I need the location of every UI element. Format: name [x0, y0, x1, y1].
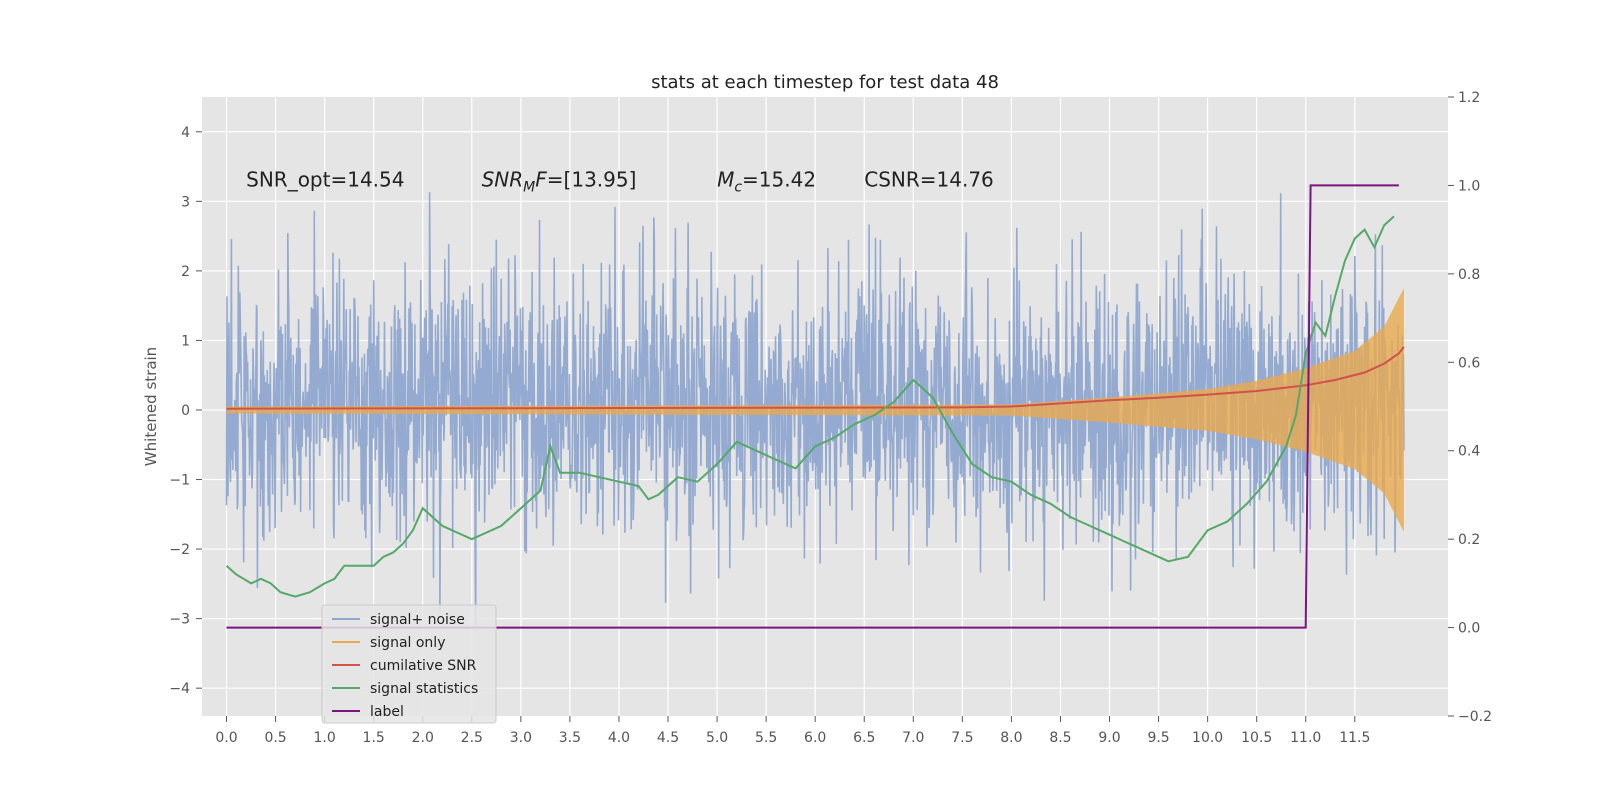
legend-label: label: [370, 704, 404, 720]
annotation: SNRMF=[13.95]: [482, 167, 637, 195]
y-tick-label: 3: [181, 194, 190, 210]
y-tick-label: 0: [181, 403, 190, 419]
x-tick-label: 6.0: [804, 730, 826, 746]
series-signal-only: [226, 288, 1404, 532]
x-tick-label: 0.0: [215, 730, 237, 746]
x-tick-label: 8.5: [1049, 730, 1071, 746]
x-tick-label: 3.5: [559, 730, 581, 746]
series-lines: [225, 184, 1405, 629]
annotation: Mc=15.42: [717, 167, 816, 195]
y-tick-label: 2: [181, 264, 190, 280]
chart-title: stats at each timestep for test data 48: [651, 72, 999, 93]
y-tick-label: 4: [181, 125, 190, 141]
annotations: SNR_opt=14.54 SNRMF=[13.95] Mc=15.42 CSNR=1…: [246, 167, 994, 195]
y2-tick-label: 1.0: [1458, 178, 1480, 194]
x-tick-label: 2.0: [412, 730, 434, 746]
x-tick-label: 10.0: [1192, 730, 1223, 746]
x-tick-label: 11.0: [1290, 730, 1321, 746]
x-tick-label: 4.0: [608, 730, 630, 746]
x-tick-label: 3.0: [510, 730, 532, 746]
x-tick-label: 5.5: [755, 730, 777, 746]
series-line-signal-statistics: [225, 215, 1395, 598]
y2-tick-label: 0.2: [1458, 532, 1480, 548]
x-tick-label: 4.5: [657, 730, 679, 746]
legend-label: signal+ noise: [370, 612, 465, 628]
legend-label: signal statistics: [370, 681, 478, 697]
x-tick-label: 7.5: [951, 730, 973, 746]
x-tick-label: 7.0: [902, 730, 924, 746]
x-tick-label: 1.5: [363, 730, 385, 746]
annotation: SNR_opt=14.54: [246, 167, 404, 191]
series-line-cumilative-snr: [226, 346, 1405, 410]
y-tick-label: −2: [169, 542, 190, 558]
axes: 0.0 0.5 1.0 1.5 2.0 2.5 3.0 3.5 4.0 4.5 5.0 5.5 6.0 6…: [169, 90, 1492, 746]
y-tick-label: −3: [169, 612, 190, 628]
x-tick-label: 8.0: [1000, 730, 1022, 746]
y-tick-label: −4: [169, 681, 190, 697]
y-tick-label: 1: [181, 333, 190, 349]
x-tick-label: 9.5: [1147, 730, 1169, 746]
x-tick-label: 0.5: [264, 730, 286, 746]
annotation: CSNR=14.76: [864, 167, 994, 191]
y2-tick-label: 0.4: [1458, 444, 1480, 460]
legend-label: cumilative SNR: [370, 658, 477, 674]
y-axis-label: Whitened strain: [142, 347, 160, 466]
y2-tick-label: 1.2: [1458, 90, 1480, 106]
x-tick-label: 9.0: [1098, 730, 1120, 746]
x-tick-label: 2.5: [461, 730, 483, 746]
y2-tick-label: 0.8: [1458, 267, 1480, 283]
x-tick-label: 1.0: [314, 730, 336, 746]
x-tick-label: 6.5: [853, 730, 875, 746]
series-area-signal-only: [226, 288, 1404, 532]
legend-box: [321, 604, 497, 724]
legend: signal+ noise signal only cumilative SNR si…: [321, 604, 497, 724]
y-tick-label: −1: [169, 473, 190, 489]
series-line-label: [226, 184, 1399, 629]
y2-tick-label: −0.2: [1458, 709, 1492, 725]
x-tick-label: 10.5: [1241, 730, 1272, 746]
x-tick-label: 5.0: [706, 730, 728, 746]
x-tick-label: 11.5: [1339, 730, 1370, 746]
y2-tick-label: 0.0: [1458, 621, 1480, 637]
legend-label: signal only: [370, 635, 445, 651]
y2-tick-label: 0.6: [1458, 355, 1480, 371]
